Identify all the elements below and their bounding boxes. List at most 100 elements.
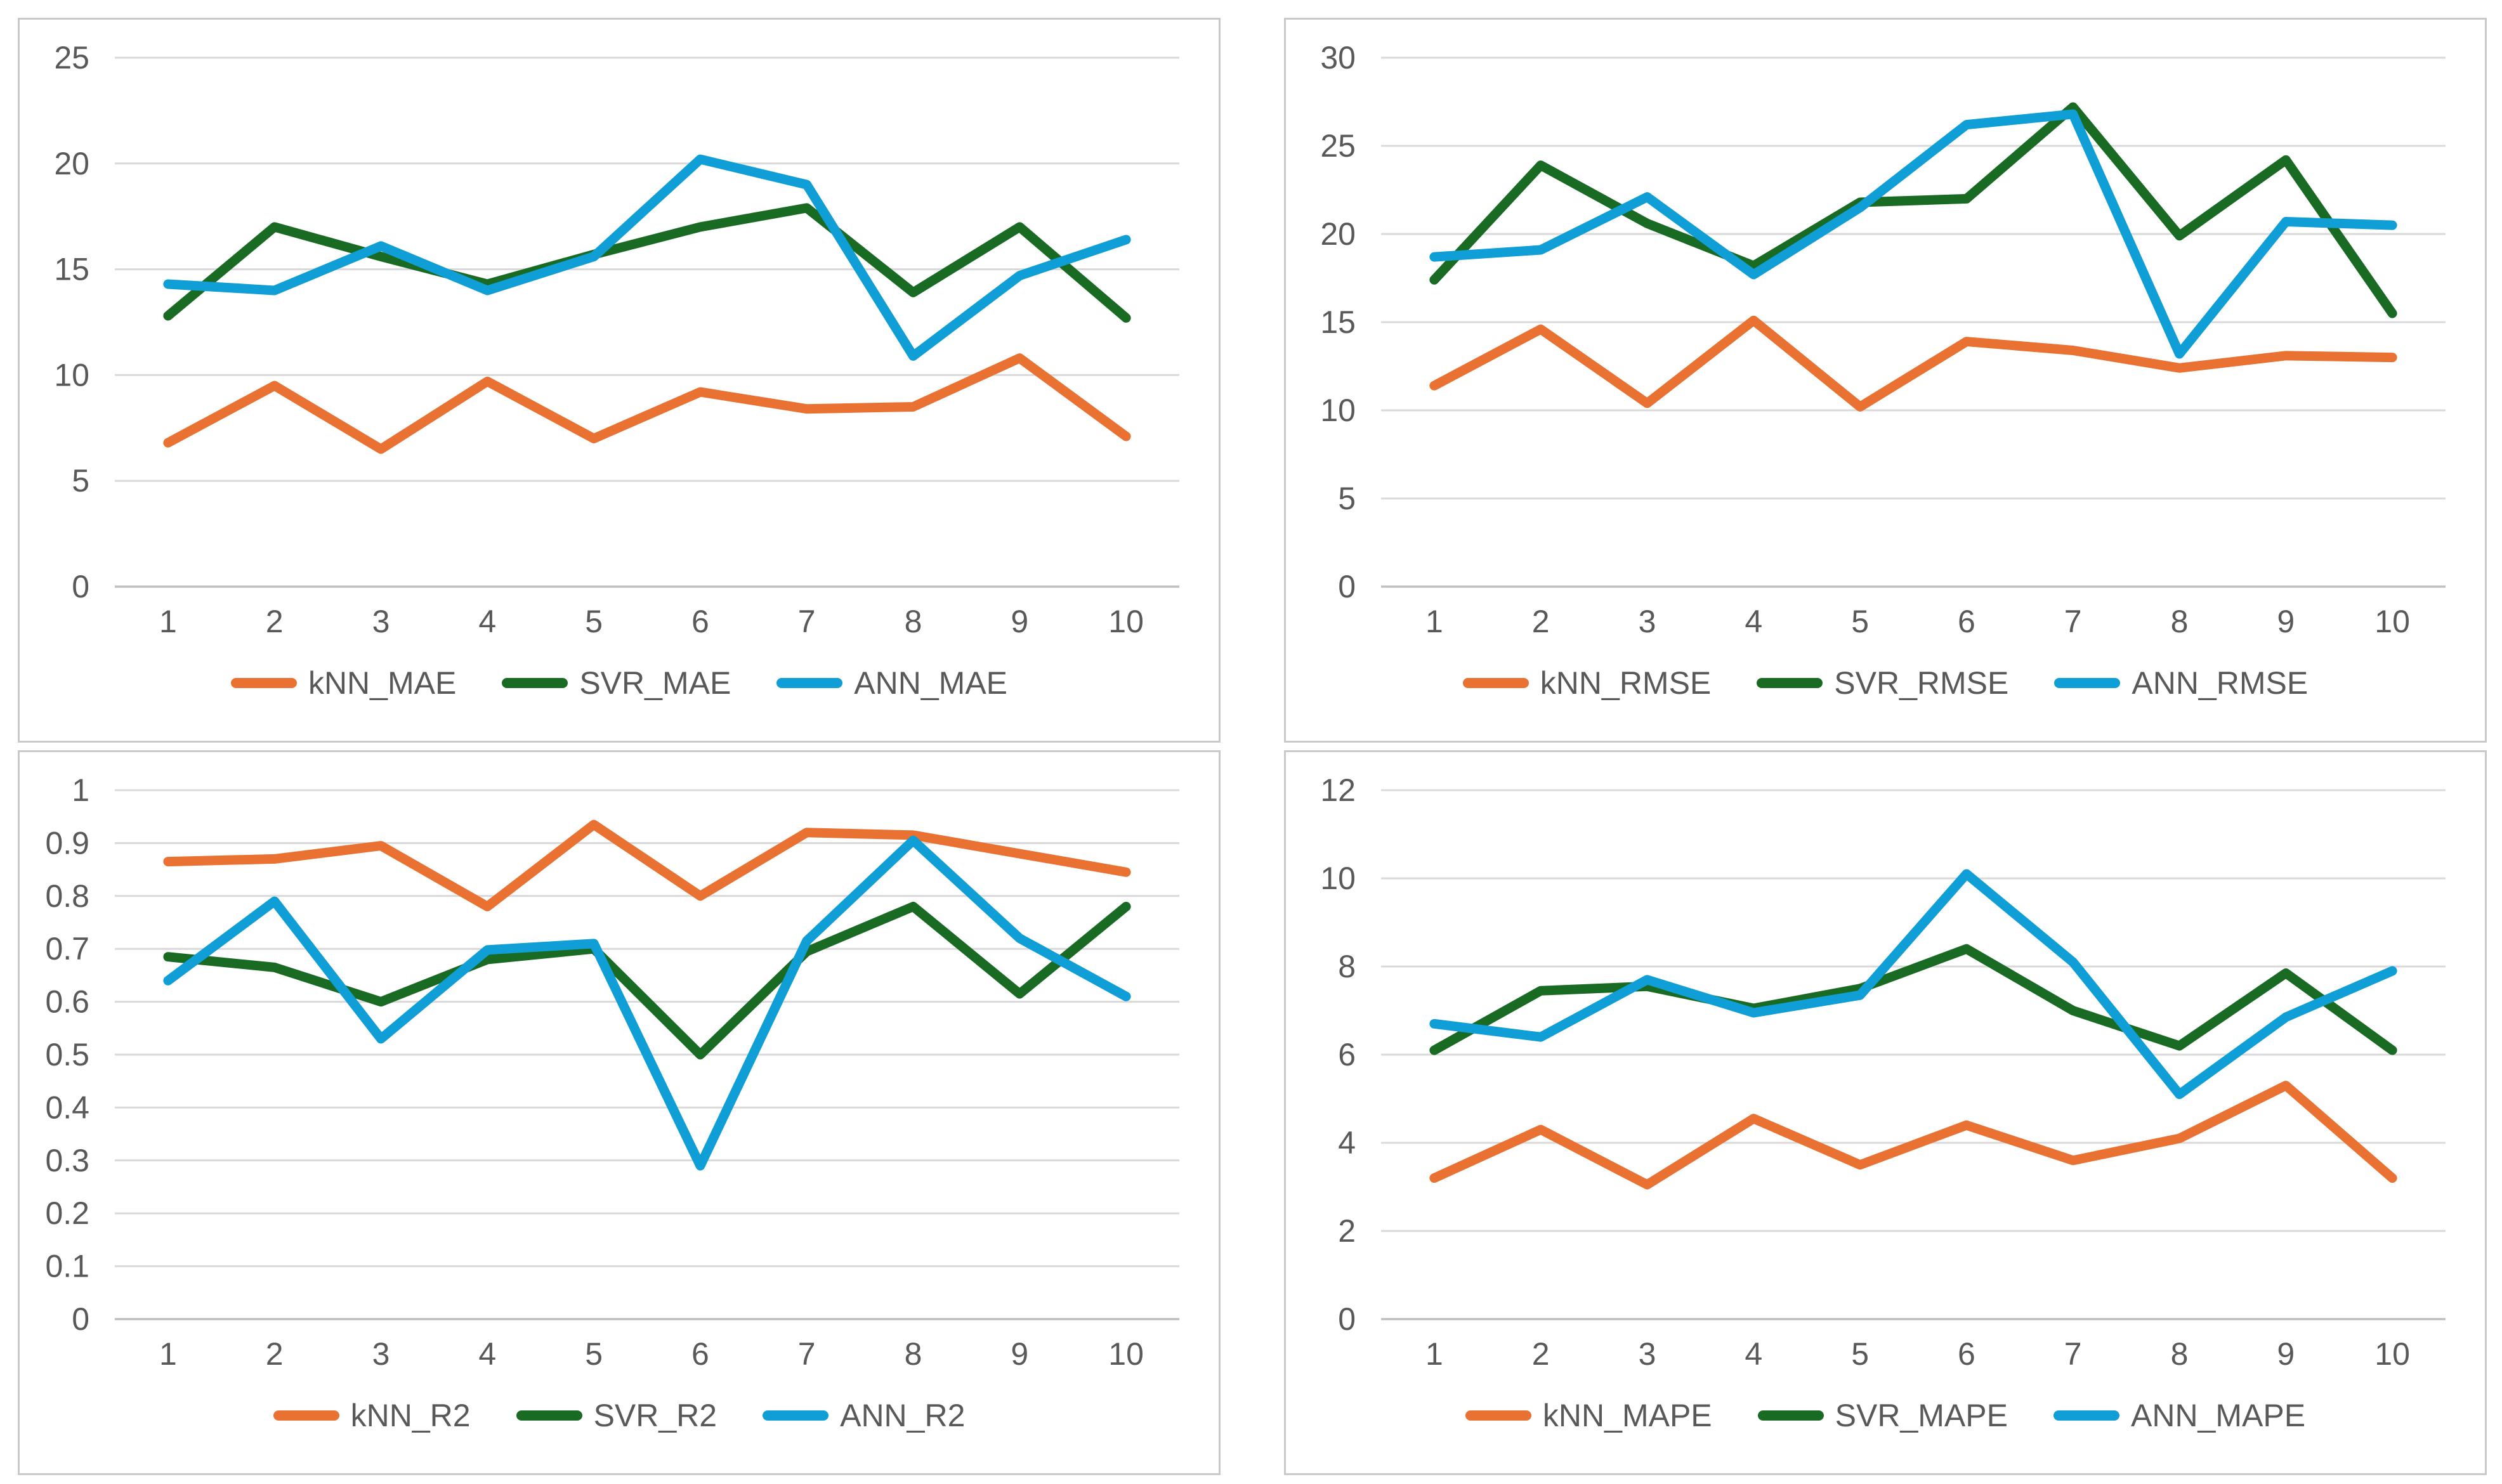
legend: kNN_R2 SVR_R2 ANN_R2 bbox=[20, 1374, 1219, 1473]
y-tick-label: 0.2 bbox=[45, 1195, 89, 1231]
x-tick-label: 9 bbox=[1011, 604, 1028, 639]
y-tick-label: 0 bbox=[1338, 569, 1356, 604]
y-tick-label: 25 bbox=[1320, 128, 1356, 164]
x-tick-label: 4 bbox=[478, 604, 496, 639]
chart-panel-r2[interactable]: 0 0.1 0.2 0.3 0.4 0.5 0.6 0.7 0.8 0.9 1 1 2 3 4 5 6 7 8 9 10… bbox=[18, 750, 1221, 1475]
series-line-ANN_MAPE bbox=[1429, 869, 2397, 1100]
chart-panel-mape[interactable]: 0 2 4 6 8 10 12 1 2 3 4 5 6 7 8 9 10 kNN_MAPE SVR_MAPE ANN_… bbox=[1284, 750, 2487, 1475]
x-tick-label: 5 bbox=[1851, 1336, 1869, 1372]
y-tick-label: 0.8 bbox=[45, 878, 89, 914]
legend-line-swatch-SVR bbox=[502, 677, 568, 688]
series-line-kNN_MAE bbox=[163, 353, 1131, 454]
legend: kNN_MAPE SVR_MAPE ANN_MAPE bbox=[1286, 1374, 2485, 1473]
legend-line-swatch-SVR bbox=[1757, 677, 1823, 688]
x-tick-label: 7 bbox=[2064, 1336, 2082, 1372]
x-tick-label: 2 bbox=[1532, 604, 1550, 639]
x-tick-label: 7 bbox=[2064, 604, 2082, 639]
y-tick-label: 20 bbox=[1320, 216, 1356, 252]
y-tick-label: 0.4 bbox=[45, 1090, 89, 1125]
x-tick-label: 9 bbox=[2277, 604, 2295, 639]
y-tick-label: 4 bbox=[1338, 1125, 1356, 1161]
y-tick-label: 10 bbox=[1320, 861, 1356, 896]
legend-item-SVR_RMSE: SVR_RMSE bbox=[1757, 665, 2008, 701]
x-tick-label: 6 bbox=[1958, 1336, 1975, 1372]
legend-label: SVR_MAE bbox=[579, 665, 731, 701]
series-line-kNN_MAPE bbox=[1429, 1081, 2397, 1190]
x-tick-label: 7 bbox=[798, 1336, 816, 1372]
series-line-ANN_R2 bbox=[163, 835, 1131, 1171]
chart-panel-mae[interactable]: 0 5 10 15 20 25 1 2 3 4 5 6 7 8 9 10 kNN_MAE SVR_MAE ANN_M… bbox=[18, 18, 1221, 743]
legend-item-kNN_MAPE: kNN_MAPE bbox=[1465, 1397, 1712, 1434]
legend: kNN_RMSE SVR_RMSE ANN_RMSE bbox=[1286, 641, 2485, 741]
x-tick-label: 5 bbox=[585, 604, 603, 639]
y-tick-label: 0.7 bbox=[45, 931, 89, 967]
legend-item-kNN_RMSE: kNN_RMSE bbox=[1462, 665, 1711, 701]
chart-panel-rmse[interactable]: 0 5 10 15 20 25 30 1 2 3 4 5 6 7 8 9 10 kNN_RMSE SVR_RMSE A… bbox=[1284, 18, 2487, 743]
x-tick-label: 10 bbox=[2374, 1336, 2410, 1372]
x-tick-label: 10 bbox=[2374, 604, 2410, 639]
x-tick-label: 10 bbox=[1108, 604, 1144, 639]
x-tick-label: 10 bbox=[1108, 1336, 1144, 1372]
x-tick-label: 6 bbox=[691, 604, 709, 639]
legend-line-swatch-ANN bbox=[763, 1410, 829, 1421]
chart-grid: 0 5 10 15 20 25 1 2 3 4 5 6 7 8 9 10 kNN_MAE SVR_MAE ANN_M… bbox=[18, 18, 2487, 1475]
x-tick-label: 5 bbox=[585, 1336, 603, 1372]
y-tick-label: 30 bbox=[1320, 40, 1356, 75]
y-tick-label: 2 bbox=[1338, 1213, 1356, 1249]
plot-area: 0 0.1 0.2 0.3 0.4 0.5 0.6 0.7 0.8 0.9 1 1 2 3 4 5 6 7 8 9 10 bbox=[45, 772, 1179, 1372]
series-line-kNN_RMSE bbox=[1429, 315, 2397, 412]
y-tick-label: 10 bbox=[54, 357, 89, 393]
legend-line-swatch-kNN bbox=[1465, 1410, 1531, 1421]
legend-item-SVR_MAPE: SVR_MAPE bbox=[1757, 1397, 2008, 1434]
y-tick-label: 0.6 bbox=[45, 984, 89, 1020]
y-tick-label: 0.3 bbox=[45, 1143, 89, 1178]
legend-item-ANN_MAE: ANN_MAE bbox=[776, 665, 1007, 701]
x-tick-label: 3 bbox=[1639, 604, 1656, 639]
legend-label: ANN_MAE bbox=[854, 665, 1008, 701]
y-tick-label: 8 bbox=[1338, 949, 1356, 984]
y-tick-label: 0.9 bbox=[45, 825, 89, 861]
x-tick-label: 1 bbox=[159, 604, 177, 639]
x-tick-label: 8 bbox=[905, 1336, 922, 1372]
x-tick-label: 3 bbox=[372, 604, 390, 639]
y-tick-label: 0.1 bbox=[45, 1249, 89, 1284]
plot-area: 0 5 10 15 20 25 30 1 2 3 4 5 6 7 8 9 10 bbox=[1320, 40, 2446, 639]
x-tick-label: 4 bbox=[1745, 1336, 1762, 1372]
legend-item-SVR_MAE: SVR_MAE bbox=[502, 665, 731, 701]
legend-line-swatch-kNN bbox=[273, 1410, 339, 1421]
series-line-ANN_RMSE bbox=[1429, 109, 2397, 359]
x-tick-label: 9 bbox=[2277, 1336, 2295, 1372]
y-tick-label: 20 bbox=[54, 146, 89, 181]
legend-label: SVR_R2 bbox=[593, 1397, 717, 1433]
y-tick-label: 1 bbox=[72, 772, 89, 808]
series-line-ANN_MAE bbox=[163, 154, 1131, 361]
y-tick-label: 5 bbox=[1338, 481, 1356, 516]
x-tick-label: 1 bbox=[159, 1336, 177, 1372]
x-tick-label: 6 bbox=[1958, 604, 1975, 639]
legend-item-SVR_R2: SVR_R2 bbox=[516, 1397, 717, 1434]
legend-label: SVR_RMSE bbox=[1834, 665, 2009, 701]
legend-item-kNN_R2: kNN_R2 bbox=[273, 1397, 471, 1434]
y-tick-label: 0 bbox=[72, 569, 89, 604]
x-tick-label: 4 bbox=[1745, 604, 1762, 639]
y-tick-label: 15 bbox=[54, 252, 89, 287]
x-tick-label: 3 bbox=[372, 1336, 390, 1372]
y-tick-label: 10 bbox=[1320, 393, 1356, 428]
legend-item-ANN_MAPE: ANN_MAPE bbox=[2053, 1397, 2305, 1434]
y-tick-label: 0 bbox=[1338, 1301, 1356, 1337]
x-tick-label: 2 bbox=[1532, 1336, 1550, 1372]
y-tick-label: 25 bbox=[54, 40, 89, 75]
x-tick-label: 2 bbox=[266, 604, 284, 639]
legend-label: kNN_MAPE bbox=[1542, 1397, 1712, 1433]
series-line-SVR_MAPE bbox=[1429, 944, 2397, 1055]
y-tick-label: 0 bbox=[72, 1301, 89, 1337]
y-tick-label: 6 bbox=[1338, 1037, 1356, 1072]
x-tick-label: 8 bbox=[905, 604, 922, 639]
legend-label: ANN_RMSE bbox=[2132, 665, 2309, 701]
legend-line-swatch-SVR bbox=[1757, 1410, 1824, 1421]
legend-label: ANN_MAPE bbox=[2130, 1397, 2306, 1433]
legend-label: SVR_MAPE bbox=[1835, 1397, 2008, 1433]
legend-item-ANN_R2: ANN_R2 bbox=[763, 1397, 965, 1434]
